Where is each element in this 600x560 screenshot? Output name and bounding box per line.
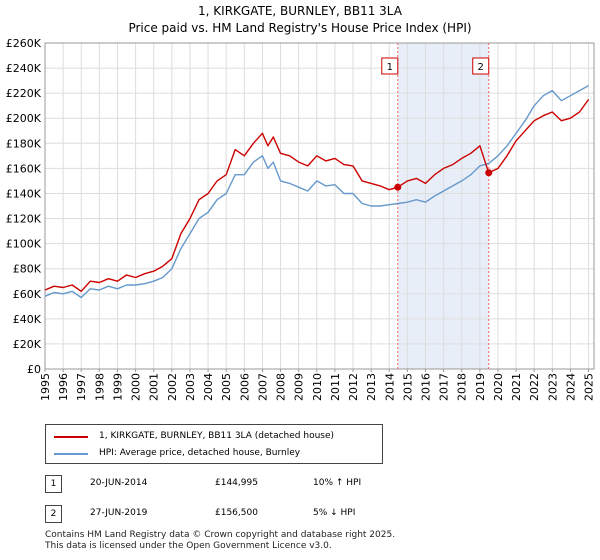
y-tick-label: £260K: [6, 37, 42, 50]
plot-frame: [44, 42, 595, 370]
y-tick-label: £100K: [6, 238, 42, 251]
sale-number-badge: 2: [45, 505, 62, 523]
sale-hpi-change: 5% ↓ HPI: [313, 508, 356, 518]
y-tick-label: £20K: [13, 338, 42, 351]
x-tick-label: 2017: [438, 373, 451, 401]
x-tick-label: 2010: [311, 373, 324, 401]
sale-label: 1: [387, 62, 393, 73]
legend-label-hpi: HPI: Average price, detached house, Burn…: [99, 448, 301, 458]
x-tick-label: 2003: [184, 373, 197, 401]
y-tick-label: £220K: [6, 87, 42, 100]
y-tick-label: £180K: [6, 137, 42, 150]
x-tick-label: 1995: [39, 373, 52, 401]
y-tick-label: £160K: [6, 162, 42, 175]
legend-swatch-hpi: [54, 453, 88, 455]
sale-hpi-change: 10% ↑ HPI: [313, 478, 362, 488]
x-tick-label: 2023: [546, 373, 559, 401]
x-tick-label: 2007: [256, 373, 269, 401]
x-tick-label: 2022: [528, 373, 541, 401]
x-tick-label: 2018: [456, 373, 469, 401]
chart-subtitle: Price paid vs. HM Land Registry's House …: [128, 21, 472, 35]
sale-point: [485, 169, 493, 177]
x-tick-label: 2020: [492, 373, 505, 401]
series-line-property: [44, 98, 590, 292]
x-tick-label: 2024: [564, 373, 577, 401]
y-tick-label: £0: [27, 363, 41, 376]
x-tick-label: 2012: [347, 373, 360, 401]
chart-title: 1, KIRKGATE, BURNLEY, BB11 3LA: [198, 4, 402, 18]
x-tick-label: 1999: [111, 373, 124, 401]
sale-row-2: 2 27-JUN-2019 £156,500 5% ↓ HPI: [45, 505, 445, 525]
price-chart: £0 £20K £40K £60K £80K £100K £120K £140K £160K £1…: [6, 37, 596, 401]
sale-price: £144,995: [215, 478, 258, 488]
x-tick-label: 2008: [275, 373, 288, 401]
x-tick-label: 2016: [419, 373, 432, 401]
legend-item-property: 1, KIRKGATE, BURNLEY, BB11 3LA (detached…: [46, 428, 382, 444]
sale-label-box: [472, 57, 490, 75]
x-tick-label: 1998: [93, 373, 106, 401]
sale-price: £156,500: [215, 508, 258, 518]
chart-legend: 1, KIRKGATE, BURNLEY, BB11 3LA (detached…: [45, 424, 383, 464]
y-tick-label: £140K: [6, 187, 42, 200]
x-tick-label: 2002: [166, 373, 179, 401]
footer-licence: This data is licensed under the Open Gov…: [45, 541, 332, 551]
series-line-hpi: [44, 84, 589, 299]
y-tick-label: £80K: [13, 263, 42, 276]
x-tick-label: 2005: [220, 373, 233, 401]
x-tick-label: 2006: [238, 373, 251, 401]
x-tick-label: 2021: [510, 373, 523, 401]
sale-point: [394, 183, 402, 191]
x-tick-label: 2013: [365, 373, 378, 401]
footer-copyright: Contains HM Land Registry data © Crown c…: [45, 530, 396, 540]
x-tick-label: 2004: [202, 373, 215, 401]
legend-item-hpi: HPI: Average price, detached house, Burn…: [46, 445, 382, 461]
x-tick-label: 2014: [383, 373, 396, 401]
x-tick-label: 2009: [293, 373, 306, 401]
x-tick-label: 2001: [148, 373, 161, 401]
sale-label-box: [381, 57, 399, 75]
x-tick-label: 2011: [329, 373, 342, 401]
legend-label-property: 1, KIRKGATE, BURNLEY, BB11 3LA (detached…: [99, 431, 335, 441]
x-tick-label: 2019: [474, 373, 487, 401]
x-tick-label: 1997: [75, 373, 88, 401]
y-tick-label: £240K: [6, 62, 42, 75]
sale-date: 27-JUN-2019: [90, 508, 148, 518]
plot-area: [45, 43, 594, 369]
x-tick-label: 2025: [583, 373, 596, 401]
legend-swatch-property: [54, 436, 88, 438]
sale-number-badge: 1: [45, 475, 62, 493]
y-tick-label: £60K: [13, 288, 42, 301]
x-tick-label: 1996: [57, 373, 70, 401]
sale-row-1: 1 20-JUN-2014 £144,995 10% ↑ HPI: [45, 475, 445, 495]
y-tick-label: £40K: [13, 313, 42, 326]
x-tick-label: 2000: [130, 373, 143, 401]
x-tick-label: 2015: [401, 373, 414, 401]
sale-label: 2: [478, 62, 484, 73]
sale-date: 20-JUN-2014: [90, 478, 148, 488]
y-tick-label: £200K: [6, 112, 42, 125]
y-tick-label: £120K: [6, 213, 42, 226]
